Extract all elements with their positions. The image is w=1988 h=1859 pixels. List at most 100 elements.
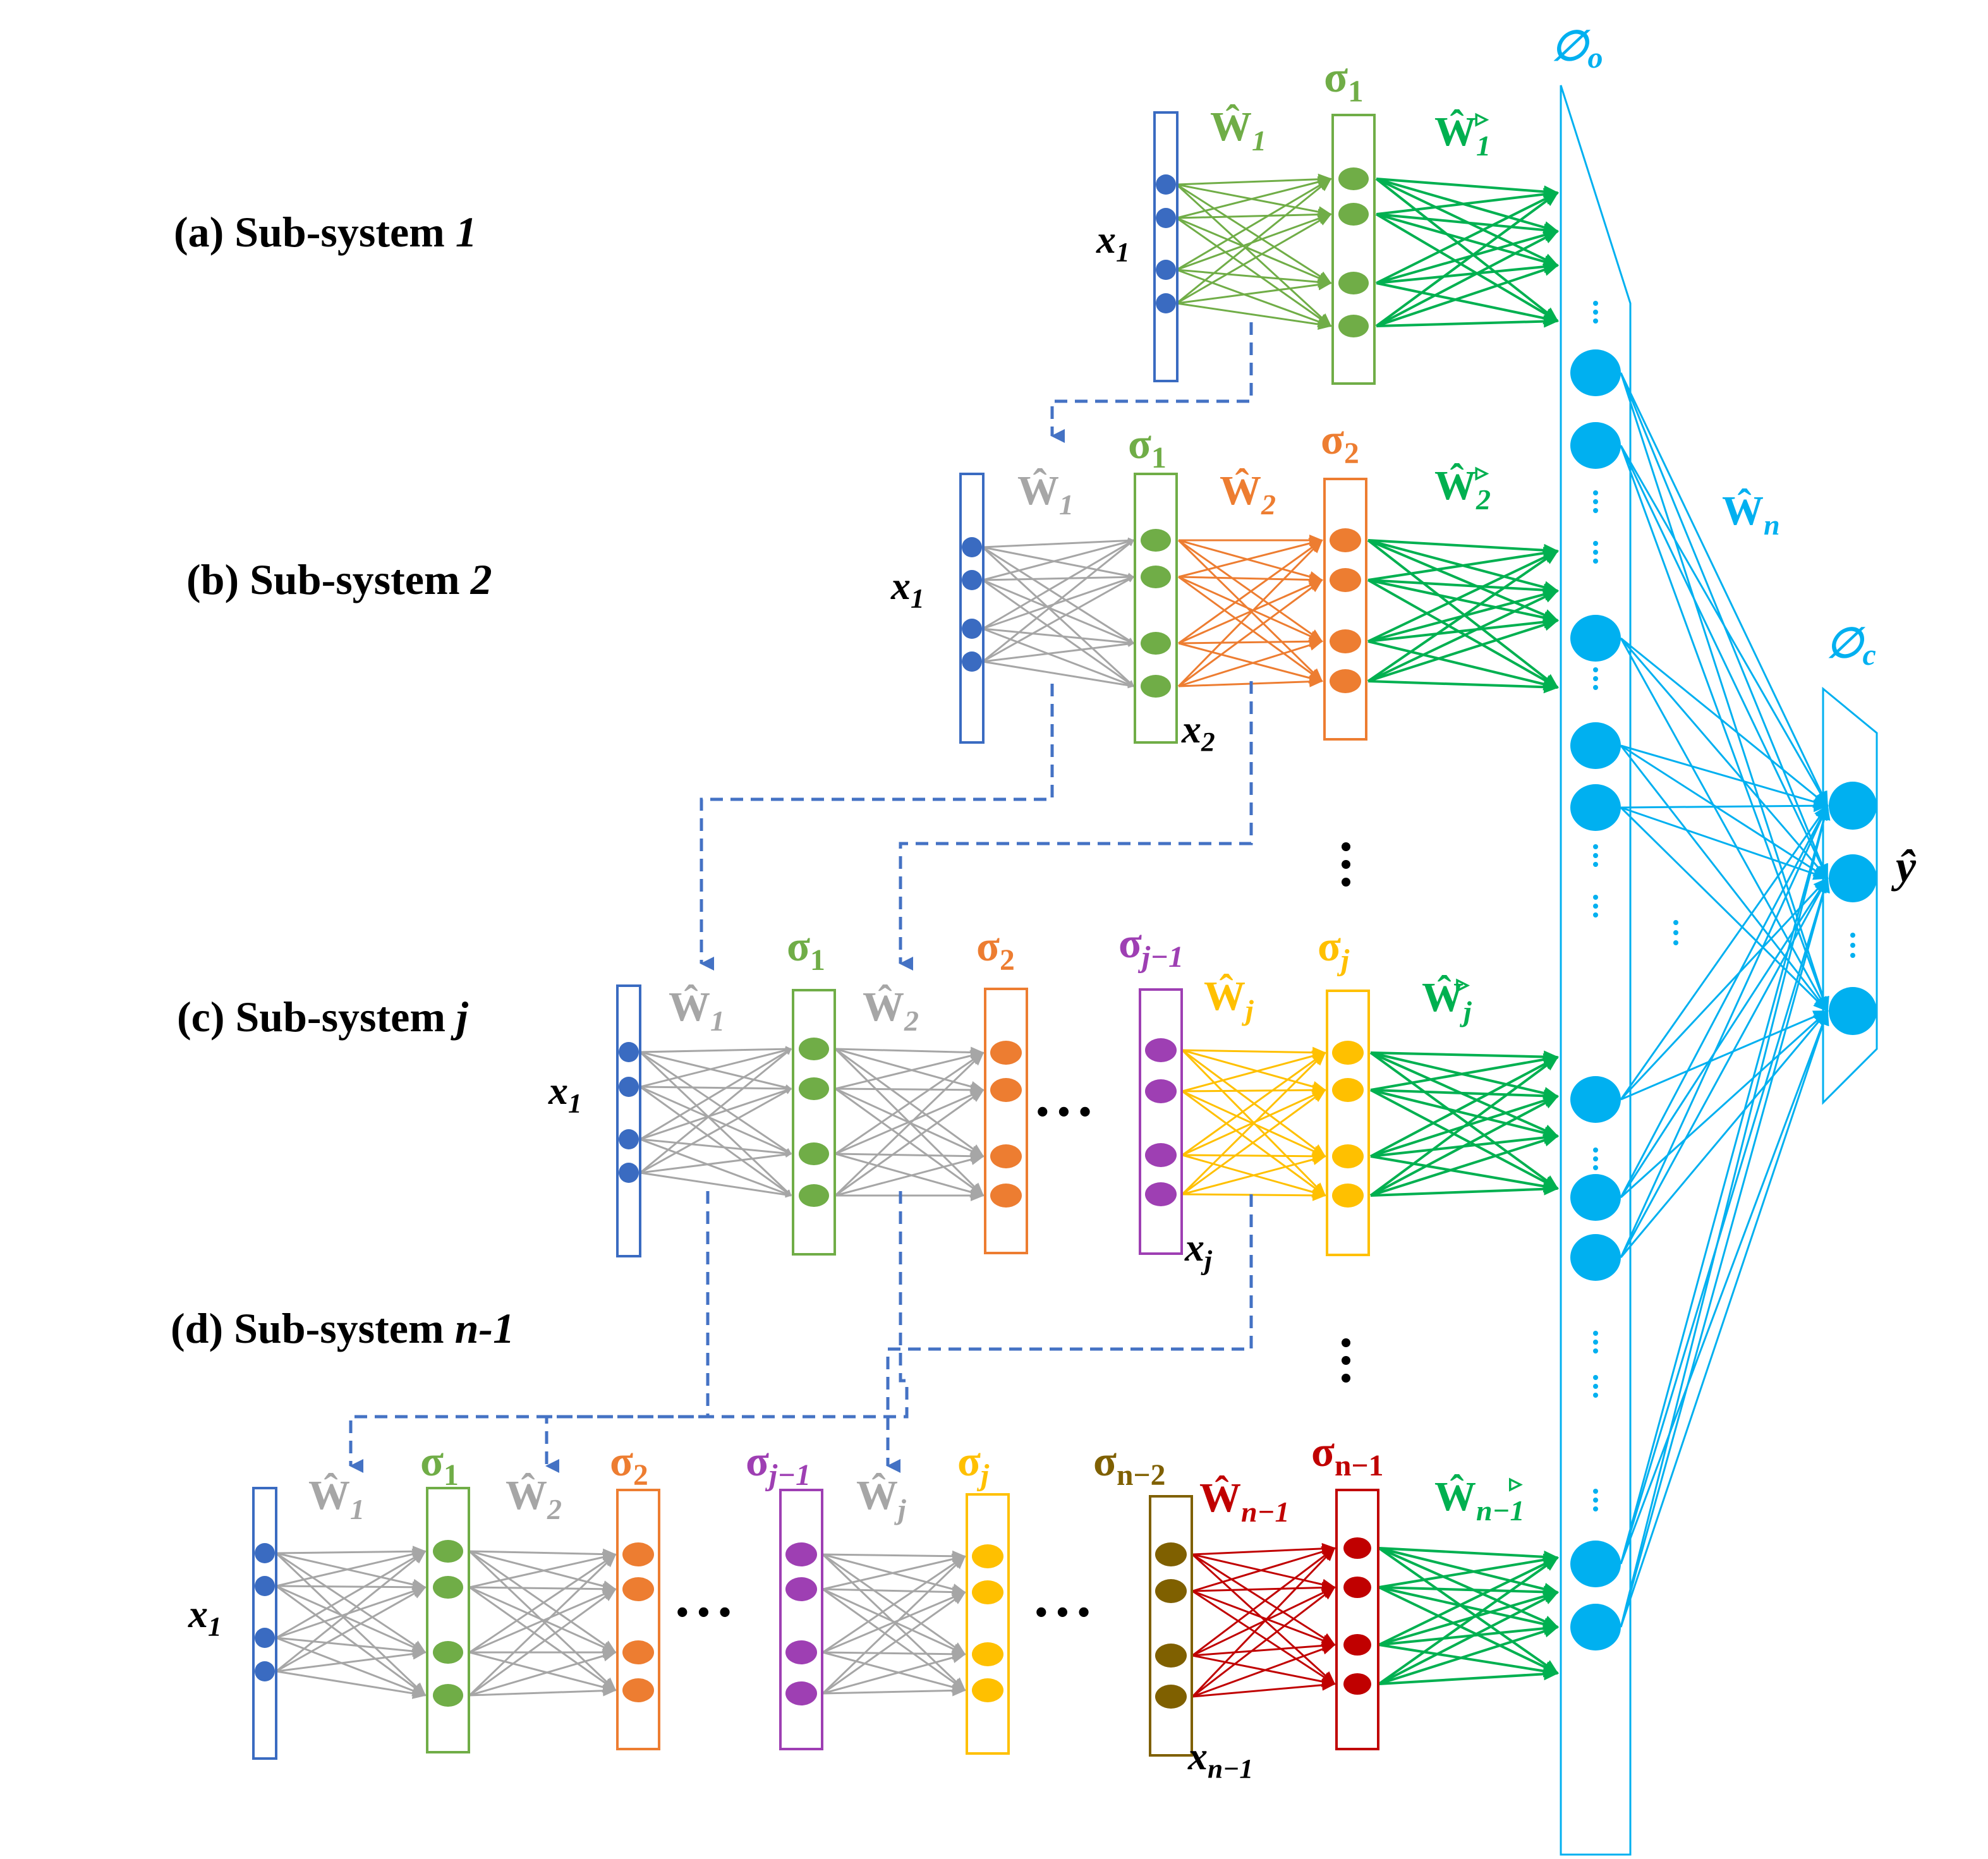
- a-out-arrow: [1376, 282, 1559, 325]
- c-sigma1-node: [799, 1184, 829, 1207]
- d-wn1-arrow: [1191, 1547, 1336, 1698]
- wn-arrow: [1620, 799, 1829, 813]
- phi-c-vdot: [1850, 953, 1855, 958]
- c-w1-arrow: [639, 1172, 792, 1198]
- d-w2-arrow: [469, 1550, 617, 1654]
- c-out-arrow: [1370, 1089, 1559, 1139]
- d-w2-arrow: [469, 1651, 617, 1693]
- b-w1-label: Ŵ1: [1017, 468, 1074, 521]
- caption-b: (b) Sub-system 2: [186, 555, 492, 603]
- b-w2-arrow: [1178, 579, 1323, 687]
- d-out-arrow: [1378, 1547, 1559, 1674]
- c-w2-arrow: [835, 1089, 985, 1155]
- d-sigma1-node: [433, 1684, 463, 1707]
- a-sigma1-node: [1338, 167, 1369, 190]
- d-w1-label: Ŵ1: [308, 1472, 365, 1525]
- d-sigmaj1-node: [785, 1577, 817, 1601]
- phi-o-vdot: [1593, 1147, 1598, 1153]
- wn-arrow: [1620, 372, 1829, 807]
- d-w2-arrow: [469, 1586, 617, 1692]
- b-sigma2-node: [1330, 528, 1361, 552]
- a-w1-arrow: [1176, 217, 1332, 284]
- d-sigmaj-label: σj: [957, 1437, 990, 1492]
- wn-arrow: [1620, 1010, 1829, 1101]
- phi-o-vdot: [1593, 301, 1598, 306]
- d-sigman2-node: [1155, 1685, 1187, 1709]
- c-w2-arrow: [835, 1050, 985, 1090]
- c-out-arrow: [1370, 1050, 1559, 1063]
- phi-o-node: [1570, 1174, 1621, 1221]
- d-out-arrow: [1378, 1668, 1559, 1685]
- wn-arrow: [1620, 744, 1829, 808]
- a-out-arrow: [1376, 263, 1559, 327]
- phi-o-vdot: [1593, 1165, 1598, 1170]
- c-sigmaj1-node: [1145, 1038, 1177, 1062]
- phi-o-vdot: [1593, 667, 1598, 672]
- c-sigma2-node: [990, 1041, 1022, 1065]
- dashed-links: [349, 322, 1253, 1473]
- c-wj-label: Ŵj: [1204, 973, 1254, 1026]
- d-sigma2-label: σ2: [610, 1437, 648, 1492]
- b-w2-arrow: [1178, 639, 1323, 687]
- wn-arrow: [1620, 804, 1831, 1628]
- wn-arrow: [1620, 638, 1829, 1012]
- c-wj-arrow: [1182, 1090, 1326, 1197]
- b-w2-arrow: [1178, 574, 1323, 586]
- wn-arrow: [1620, 804, 1830, 1565]
- c-w2-arrow: [835, 1089, 985, 1197]
- c-sigma1-label: σ1: [787, 922, 825, 977]
- phi-o-vdot: [1593, 685, 1598, 690]
- b-out-arrow: [1367, 579, 1559, 596]
- c-sigmaj1-box: [1139, 988, 1183, 1255]
- c-w2-arrow: [835, 1051, 985, 1155]
- phi-c-node: [1829, 782, 1877, 830]
- b-w1-arrow: [982, 574, 1134, 581]
- d-wn1-arrow: [1192, 1590, 1336, 1685]
- layer-boxes: [252, 85, 1878, 1856]
- wn-label: Ŵn: [1722, 488, 1780, 541]
- b-w2-label: Ŵ2: [1220, 468, 1276, 521]
- c-out-arrow: [1370, 1053, 1559, 1091]
- wn-arrow: [1620, 804, 1829, 1258]
- b-sigma2-node: [1330, 568, 1361, 592]
- phi-o-vdot: [1593, 508, 1598, 513]
- d-sigma1-label: σ1: [420, 1437, 459, 1492]
- d-sigman2-node: [1155, 1644, 1187, 1668]
- c-wj-arrow: [1182, 1046, 1326, 1058]
- b-out-arrow: [1367, 680, 1559, 694]
- d-wn1-arrow: [1192, 1547, 1336, 1657]
- d-sigma1-node: [433, 1576, 463, 1599]
- a-input-node: [1156, 174, 1176, 195]
- phi-o-vdot: [1593, 318, 1598, 324]
- c-wj-arrow: [1182, 1049, 1326, 1093]
- b-w1-arrow: [982, 627, 1134, 646]
- a-out-arrow: [1375, 213, 1559, 322]
- c-wj-arrow: [1181, 1051, 1326, 1196]
- c-wj-arrow: [1182, 1150, 1326, 1162]
- c-w1-arrow: [639, 1051, 792, 1155]
- b-sigma1-node: [1141, 529, 1171, 552]
- d-wj-arrow: [822, 1588, 966, 1692]
- d-sigma2-node: [622, 1678, 654, 1702]
- c-w1-label: Ŵ1: [669, 984, 725, 1037]
- b-input-node: [962, 651, 982, 672]
- d-w2-arrow: [469, 1551, 617, 1589]
- d-sigmaj1-node: [785, 1542, 817, 1566]
- d-out-arrow: [1378, 1586, 1559, 1630]
- c-xj-label: xj: [1184, 1226, 1213, 1276]
- wn-arrow: [1620, 877, 1829, 1258]
- c-input-box: [616, 984, 641, 1257]
- dash-c2-to-d2: [545, 1191, 909, 1473]
- yhat-label: ŷ: [1891, 841, 1917, 892]
- d-input-node: [255, 1628, 275, 1648]
- d-wj-arrow: [822, 1591, 966, 1654]
- b-out-arrow: [1367, 619, 1559, 682]
- b-out-arrow: [1367, 640, 1559, 691]
- a-out-arrow: [1375, 191, 1559, 327]
- phi-o-vdot: [1593, 1506, 1598, 1511]
- b-w1-arrow: [982, 538, 1134, 581]
- wn-arrow: [1620, 445, 1829, 807]
- b-w2-arrow: [1177, 539, 1323, 687]
- a-w1-arrow: [1176, 183, 1332, 284]
- c-w2-arrow: [835, 1150, 985, 1162]
